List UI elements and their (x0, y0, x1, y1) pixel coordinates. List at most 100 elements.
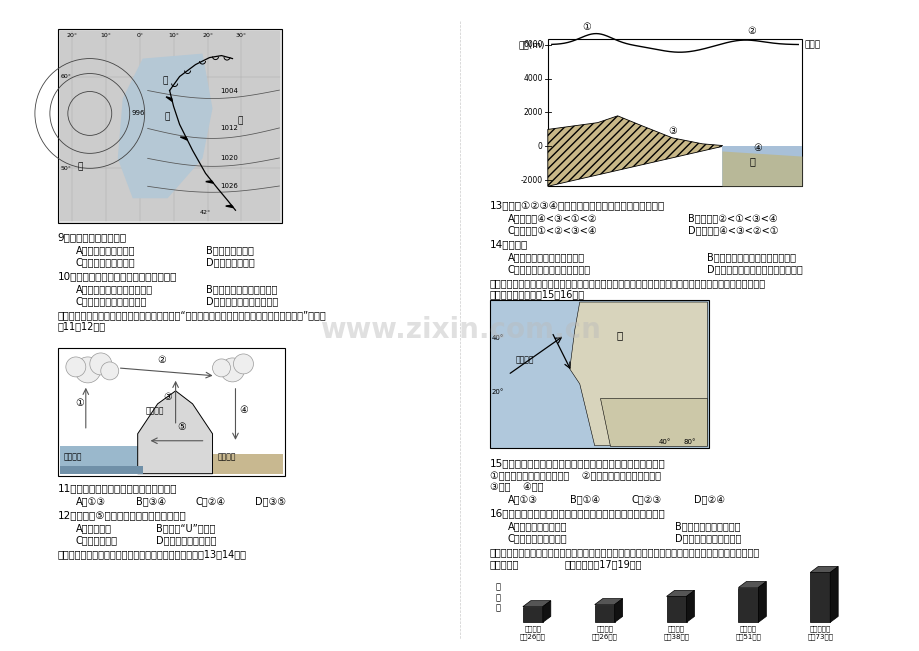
Text: A．降量减弱: A．降量减弱 (75, 523, 112, 534)
Text: B．形成“U”型谷地: B．形成“U”型谷地 (155, 523, 215, 534)
Polygon shape (810, 566, 837, 572)
Text: 读某季节我国东部沿海地区高空等压面示意图，据此完成13～14题。: 读某季节我国东部沿海地区高空等压面示意图，据此完成13～14题。 (58, 549, 246, 559)
Polygon shape (829, 566, 837, 622)
Text: 14．此季节: 14．此季节 (490, 239, 528, 249)
Text: 物质由固态直接变成气态的过程叫升华，下图为“南极大陆和周边海区水循环与洋流运动示意图”读图完: 物质由固态直接变成气态的过程叫升华，下图为“南极大陆和周边海区水循环与洋流运动示… (58, 310, 326, 320)
Polygon shape (206, 181, 213, 183)
Text: B．乙地狂风暴雪: B．乙地狂风暴雪 (205, 245, 253, 255)
Polygon shape (614, 599, 622, 622)
Polygon shape (180, 137, 187, 140)
Text: 42°: 42° (199, 210, 210, 215)
Text: B．气压：②<①<③<④: B．气压：②<①<③<④ (686, 214, 777, 223)
Text: ④: ④ (239, 405, 248, 415)
Polygon shape (138, 391, 212, 474)
Text: 卵后死亡，读图完成15～16题。: 卵后死亡，读图完成15～16题。 (490, 289, 584, 299)
Circle shape (212, 359, 231, 377)
Bar (738, 587, 757, 622)
Text: 丁: 丁 (237, 116, 243, 125)
Bar (490, 300, 709, 448)
Text: A．我国北方地区多沙尘天气: A．我国北方地区多沙尘天气 (507, 252, 584, 262)
Text: 欧洲鳗鲡孵化子马尾藻海，幼体随着洋流到达欧洲西部沿海，然后进入河流生活，成年后回到马尾藻海，产: 欧洲鳗鲡孵化子马尾藻海，幼体随着洋流到达欧洲西部沿海，然后进入河流生活，成年后回… (490, 278, 766, 288)
Text: 10．与同纬度大陆东岸地区相比，该区域: 10．与同纬度大陆东岸地区相比，该区域 (58, 271, 177, 281)
Polygon shape (686, 590, 694, 622)
Text: B．我国南方地区多低温少雨天气: B．我国南方地区多低温少雨天气 (707, 252, 796, 262)
Text: 80°: 80° (683, 439, 695, 445)
Text: 基岩岩片: 基岩岩片 (217, 452, 236, 462)
Text: 10°: 10° (168, 33, 179, 38)
Text: 律，读图回答17～19题。: 律，读图回答17～19题。 (564, 559, 641, 570)
Text: D．河流经流量季节变化小: D．河流经流量季节变化小 (205, 296, 278, 306)
Bar (58, 29, 282, 223)
Text: 11．分别代表水循环蒸发和升华环节的是: 11．分别代表水循环蒸发和升华环节的是 (58, 484, 177, 493)
Text: 2000: 2000 (523, 108, 542, 117)
Text: D．③⑤: D．③⑤ (255, 497, 286, 506)
Circle shape (66, 357, 85, 377)
Text: 16．甲地自然环境深受海洋影响，在河流水文特征方面表现为: 16．甲地自然环境深受海洋影响，在河流水文特征方面表现为 (490, 508, 665, 519)
Polygon shape (225, 205, 233, 208)
Text: -2000: -2000 (520, 176, 542, 185)
Text: 40°: 40° (658, 439, 670, 445)
Text: ②: ② (746, 26, 755, 36)
Text: 丙: 丙 (165, 112, 170, 121)
Bar (58, 348, 285, 476)
Text: B．气温较高，年较差较大: B．气温较高，年较差较大 (205, 284, 277, 294)
Polygon shape (118, 53, 212, 199)
Text: B．③④: B．③④ (135, 497, 165, 506)
Text: D．流速缓慢，流量稳定: D．流速缓慢，流量稳定 (674, 534, 740, 544)
Text: C．形成冲积扇: C．形成冲积扇 (75, 536, 118, 546)
Text: 20°: 20° (202, 33, 213, 38)
Bar (522, 607, 542, 622)
Polygon shape (547, 116, 721, 186)
Bar (810, 572, 829, 622)
Text: 1026: 1026 (221, 184, 238, 189)
Text: A．日出时刻晚，白昼时间短: A．日出时刻晚，白昼时间短 (75, 284, 153, 294)
Text: C．气温：①<②<③<④: C．气温：①<②<③<④ (507, 225, 596, 235)
Polygon shape (165, 97, 172, 102)
Bar (547, 38, 801, 186)
Text: 30°: 30° (235, 33, 246, 38)
Text: ①: ① (74, 398, 84, 408)
Circle shape (221, 358, 244, 382)
Text: D．丁地雨过天晴: D．丁地雨过天晴 (205, 257, 254, 267)
Text: D．我国台湾彻峪，泥石流灾害多发: D．我国台湾彻峪，泥石流灾害多发 (707, 264, 802, 274)
Text: 波兰中部
墙厔51厘米: 波兰中部 墙厔51厘米 (734, 626, 761, 640)
Text: D．促进全球能量转换: D．促进全球能量转换 (155, 536, 216, 546)
Polygon shape (212, 454, 283, 474)
Polygon shape (721, 152, 801, 186)
Polygon shape (60, 446, 142, 474)
Text: 1004: 1004 (221, 87, 238, 94)
Text: D．②④: D．②④ (693, 495, 724, 505)
Text: ①: ① (581, 21, 590, 32)
Text: D．气温：④<③<②<①: D．气温：④<③<②<① (686, 225, 777, 235)
Text: 10°: 10° (100, 33, 111, 38)
Text: 大洋环流: 大洋环流 (63, 452, 83, 462)
Polygon shape (757, 581, 766, 622)
Text: B．①④: B．①④ (569, 495, 599, 505)
Text: C．水量丰富，落差小: C．水量丰富，落差小 (507, 534, 567, 544)
Text: 定的变化规: 定的变化规 (490, 559, 518, 570)
Circle shape (233, 354, 253, 374)
Text: 9．受不同天气系统影响: 9．受不同天气系统影响 (58, 232, 127, 242)
Text: 996: 996 (131, 111, 145, 117)
Text: ③暖流    ④寒流: ③暖流 ④寒流 (490, 482, 543, 493)
Text: 甲: 甲 (616, 330, 622, 340)
Text: C．②③: C．②③ (631, 495, 661, 505)
Text: A．①③: A．①③ (75, 497, 106, 506)
Text: A．①③: A．①③ (507, 495, 538, 505)
Text: 英国南部
墙厔26厘米: 英国南部 墙厔26厘米 (519, 626, 545, 640)
Circle shape (74, 357, 101, 383)
Text: A．气压：④<③<①<②: A．气压：④<③<①<② (507, 214, 596, 223)
Text: ③: ③ (164, 392, 172, 402)
Text: B．流量稳定，水量丰富: B．流量稳定，水量丰富 (674, 521, 739, 532)
Text: 1020: 1020 (221, 156, 238, 161)
Text: 在建筑保温材料还没有普遍应用的时代，从大西洋沿岸往东至俄罗斯，欧洲传统民居的墙壁在厚度上有确: 在建筑保温材料还没有普遍应用的时代，从大西洋沿岸往东至俄罗斯，欧洲传统民居的墙壁… (490, 547, 759, 557)
Polygon shape (60, 31, 280, 221)
Polygon shape (721, 146, 801, 186)
Text: ③: ③ (667, 126, 676, 136)
Text: C．我国西南地区地震灾害多发: C．我国西南地区地震灾害多发 (507, 264, 590, 274)
Text: 15．欧洲鳗从马尾藻海西南部迁往欧洲，首先借助的洋流属于: 15．欧洲鳗从马尾藻海西南部迁往欧洲，首先借助的洋流属于 (490, 458, 665, 467)
Text: 海: 海 (749, 157, 754, 167)
Text: 50°: 50° (61, 166, 72, 171)
Polygon shape (60, 465, 142, 474)
Polygon shape (522, 601, 550, 607)
